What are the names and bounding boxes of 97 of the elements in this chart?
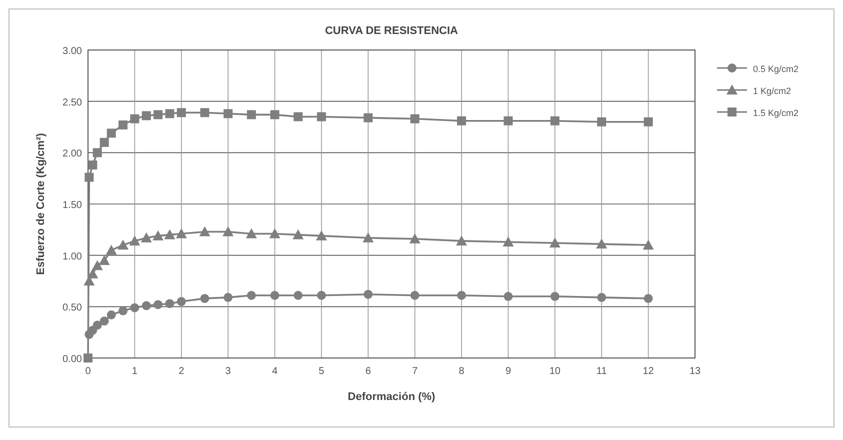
point bbox=[92, 148, 102, 158]
point bbox=[644, 294, 653, 303]
point bbox=[294, 112, 303, 122]
y-tick-label: 1.50 bbox=[62, 200, 82, 211]
point bbox=[246, 290, 256, 300]
point bbox=[142, 111, 151, 120]
point bbox=[222, 226, 234, 236]
point bbox=[224, 292, 233, 302]
chart-title: CURVA DE RESISTENCIA bbox=[324, 25, 458, 37]
y-tick-label: 1.00 bbox=[62, 251, 82, 262]
legend-label: 1.5 Kg/cm2 bbox=[753, 108, 799, 118]
point bbox=[106, 310, 116, 320]
point bbox=[246, 110, 256, 120]
point bbox=[596, 238, 608, 249]
point bbox=[597, 117, 606, 126]
point bbox=[457, 116, 466, 126]
point bbox=[176, 108, 186, 118]
point bbox=[176, 297, 186, 306]
x-tick-label: 4 bbox=[272, 366, 278, 377]
point bbox=[106, 244, 117, 255]
x-tick-label: 9 bbox=[505, 366, 512, 377]
point bbox=[106, 128, 116, 138]
x-tick-label: 1 bbox=[132, 366, 138, 377]
point bbox=[130, 303, 140, 312]
point bbox=[364, 290, 373, 299]
point bbox=[98, 254, 110, 265]
point bbox=[165, 299, 174, 308]
point bbox=[142, 301, 151, 310]
point bbox=[92, 320, 102, 330]
y-tick-label: 0.00 bbox=[62, 354, 82, 365]
point bbox=[410, 290, 420, 300]
point bbox=[118, 240, 129, 250]
point bbox=[294, 290, 303, 300]
point bbox=[100, 138, 109, 147]
point bbox=[224, 109, 233, 118]
point bbox=[200, 108, 210, 118]
point bbox=[154, 110, 163, 120]
point bbox=[165, 109, 174, 118]
point bbox=[457, 290, 466, 300]
point bbox=[88, 160, 98, 170]
y-tick-label: 0.50 bbox=[62, 302, 82, 314]
point bbox=[154, 300, 163, 310]
x-tick-label: 11 bbox=[596, 366, 608, 377]
point bbox=[597, 292, 606, 302]
point bbox=[410, 114, 420, 124]
point bbox=[316, 290, 326, 300]
point bbox=[409, 233, 420, 244]
point bbox=[504, 292, 513, 301]
x-tick-label: 13 bbox=[689, 366, 701, 377]
point bbox=[362, 232, 374, 242]
point bbox=[200, 294, 210, 303]
point bbox=[92, 260, 103, 270]
point bbox=[364, 113, 373, 122]
x-tick-label: 5 bbox=[318, 366, 325, 377]
x-tick-label: 12 bbox=[642, 366, 654, 377]
point bbox=[129, 235, 140, 246]
point bbox=[270, 110, 280, 120]
x-tick-label: 6 bbox=[365, 366, 372, 377]
legend-label: 1 Kg/cm2 bbox=[753, 86, 792, 96]
point bbox=[176, 228, 187, 238]
point bbox=[644, 117, 653, 126]
point bbox=[87, 268, 98, 278]
point bbox=[199, 226, 210, 236]
point bbox=[164, 229, 176, 240]
x-axis-title: Deformación (%) bbox=[348, 391, 436, 403]
x-tick-label: 10 bbox=[549, 366, 561, 377]
x-tick-label: 7 bbox=[412, 366, 418, 377]
point bbox=[549, 238, 560, 248]
point bbox=[550, 292, 560, 301]
point bbox=[642, 240, 654, 250]
point bbox=[152, 230, 164, 240]
y-tick-label: 3.00 bbox=[62, 46, 82, 57]
point bbox=[316, 112, 326, 122]
point bbox=[270, 290, 280, 300]
point bbox=[504, 116, 513, 126]
y-tick-label: 2.50 bbox=[62, 97, 82, 108]
legend-label: 0.5 Kg/cm2 bbox=[753, 64, 799, 74]
point bbox=[502, 236, 514, 246]
point bbox=[246, 228, 257, 238]
point bbox=[130, 114, 140, 124]
x-tick-label: 0 bbox=[85, 366, 92, 377]
point bbox=[140, 232, 152, 242]
point bbox=[100, 316, 109, 326]
point bbox=[118, 306, 128, 316]
x-tick-label: 3 bbox=[225, 366, 232, 377]
point bbox=[84, 354, 92, 362]
point bbox=[269, 228, 280, 238]
point bbox=[456, 235, 468, 246]
point bbox=[550, 116, 560, 126]
x-tick-label: 2 bbox=[178, 366, 185, 377]
point bbox=[316, 230, 327, 240]
point bbox=[84, 172, 94, 182]
y-axis-title: Esfuerzo de Corte (Kg/cm²) bbox=[35, 132, 47, 275]
y-tick-label: 2.00 bbox=[62, 148, 82, 160]
point bbox=[118, 120, 128, 130]
x-tick-label: 8 bbox=[458, 366, 465, 377]
point bbox=[292, 229, 304, 240]
